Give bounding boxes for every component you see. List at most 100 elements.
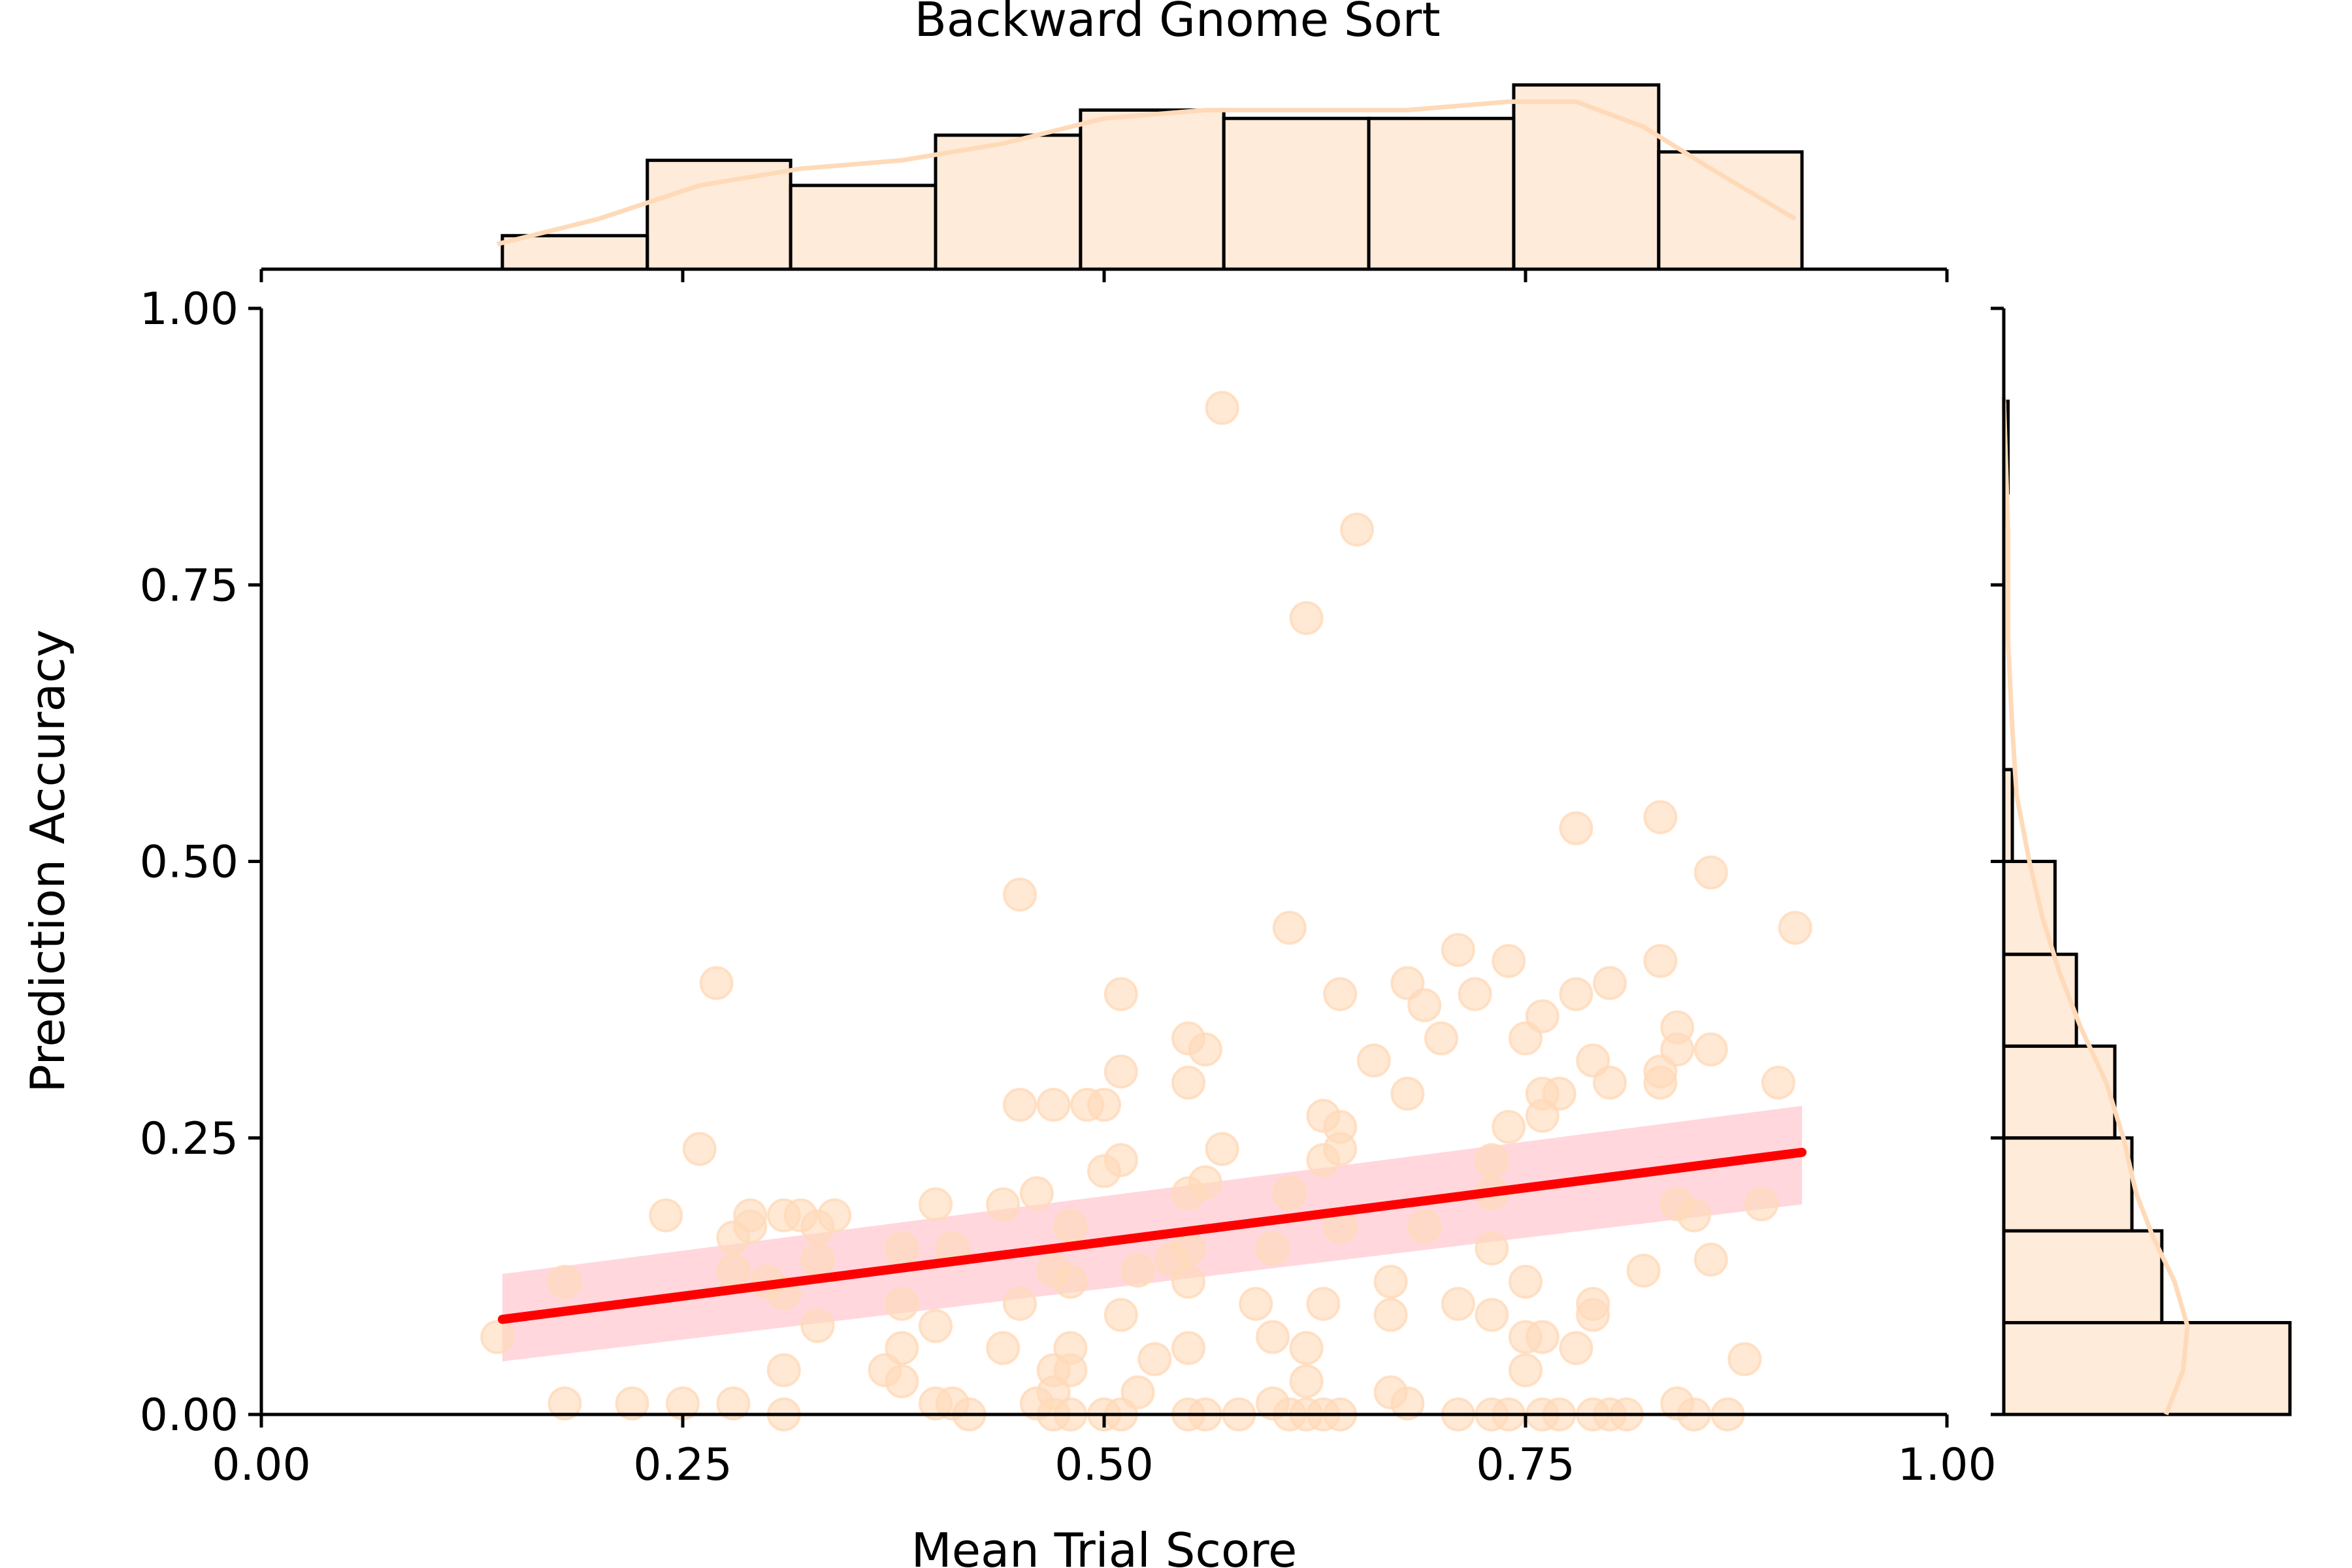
x-axis-ticks: 0.00 0.25 0.50 0.75 1.00 — [212, 1414, 1997, 1491]
scatter-point-87 — [1171, 1264, 1205, 1299]
scatter-point-3 — [1559, 811, 1593, 845]
scatter-point-94 — [885, 1286, 919, 1321]
x-axis-label: Mean Trial Score — [911, 1523, 1298, 1568]
scatter-point-108 — [1525, 1320, 1560, 1354]
scatter-point-53 — [1087, 1154, 1121, 1188]
scatter-point-104 — [919, 1309, 953, 1343]
scatter-point-2 — [1289, 601, 1324, 636]
right-hist-bar-1 — [2002, 1229, 2164, 1324]
scatter-point-15 — [1103, 977, 1138, 1011]
scatter-point-23 — [1188, 1032, 1222, 1067]
scatter-point-78 — [1256, 1232, 1290, 1266]
scatter-point-59 — [919, 1187, 953, 1222]
scatter-point-83 — [800, 1242, 835, 1277]
scatter-point-68 — [716, 1220, 751, 1255]
scatter-point-56 — [1272, 1176, 1307, 1211]
top-hist-bar-2 — [789, 184, 938, 271]
scatter-points — [480, 391, 1812, 1431]
scatter-point-35 — [1761, 1066, 1795, 1100]
x-tick-label-4: 1.00 — [1897, 1439, 1996, 1491]
chart-title: Backward Gnome Sort — [914, 0, 1440, 47]
scatter-point-90 — [1509, 1264, 1543, 1299]
scatter-point-24 — [1424, 1021, 1458, 1056]
scatter-point-149 — [1390, 1386, 1425, 1421]
top-hist-bar-1 — [645, 158, 792, 271]
x-tick-label-2: 0.50 — [1054, 1439, 1153, 1491]
scatter-point-55 — [1171, 1176, 1205, 1211]
top-marginal-histogram — [497, 83, 1804, 271]
scatter-point-5 — [1693, 855, 1728, 890]
scatter-plot-area: 0.00 0.25 0.50 0.75 1.00 0.00 0.25 0.50 0.75 1.0… — [140, 284, 1997, 1491]
scatter-point-25 — [1509, 1021, 1543, 1056]
scatter-point-46 — [1492, 1109, 1526, 1144]
scatter-point-32 — [1171, 1066, 1205, 1100]
scatter-point-109 — [480, 1320, 515, 1354]
scatter-point-42 — [1087, 1087, 1121, 1122]
scatter-point-100 — [1576, 1298, 1610, 1332]
scatter-point-1 — [1340, 512, 1374, 547]
scatter-point-111 — [986, 1331, 1021, 1365]
right-marginal-histogram — [2001, 397, 2292, 1416]
y-axis-label: Prediction Accuracy — [20, 629, 75, 1092]
y-tick-label-1: 0.25 — [140, 1113, 238, 1165]
x-tick-label-3: 0.75 — [1476, 1439, 1575, 1491]
scatter-point-8 — [1778, 911, 1812, 945]
y-tick-label-3: 0.75 — [140, 560, 238, 612]
scatter-point-12 — [699, 966, 734, 1000]
regression-line — [497, 1147, 1807, 1324]
scatter-point-52 — [1475, 1143, 1509, 1177]
scatter-point-75 — [885, 1232, 919, 1266]
scatter-point-28 — [1356, 1043, 1391, 1078]
top-hist-bar-5 — [1222, 116, 1371, 271]
top-hist-kde-curve — [497, 99, 1797, 246]
scatter-point-95 — [1003, 1286, 1037, 1321]
scatter-point-81 — [716, 1253, 751, 1288]
scatter-point-121 — [885, 1364, 919, 1399]
right-hist-bar-0 — [2002, 1320, 2292, 1416]
scatter-point-106 — [1256, 1320, 1290, 1354]
scatter-point-122 — [1289, 1364, 1324, 1399]
scatter-point-79 — [1475, 1232, 1509, 1266]
scatter-point-18 — [1458, 977, 1492, 1011]
scatter-point-96 — [1239, 1286, 1273, 1321]
scatter-point-69 — [1053, 1209, 1088, 1244]
top-hist-bar-7 — [1512, 83, 1661, 271]
scatter-point-11 — [1643, 943, 1678, 978]
scatter-point-31 — [1103, 1054, 1138, 1089]
scatter-point-27 — [1693, 1032, 1728, 1067]
scatter-point-116 — [1137, 1342, 1172, 1377]
scatter-point-129 — [615, 1386, 649, 1421]
y-axis-ticks: 0.00 0.25 0.50 0.75 1.00 — [140, 284, 261, 1441]
scatter-point-40 — [1036, 1087, 1071, 1122]
scatter-point-0 — [1205, 391, 1239, 425]
scatter-point-114 — [1289, 1331, 1324, 1365]
top-hist-bar-6 — [1367, 116, 1516, 271]
scatter-point-115 — [1559, 1331, 1593, 1365]
scatter-point-66 — [800, 1209, 835, 1244]
top-hist-bar-3 — [934, 133, 1083, 271]
scatter-point-9 — [1441, 932, 1475, 967]
scatter-point-61 — [649, 1198, 683, 1233]
scatter-point-92 — [547, 1264, 582, 1299]
scatter-point-98 — [1441, 1286, 1475, 1321]
scatter-point-19 — [1559, 977, 1593, 1011]
x-tick-label-0: 0.00 — [212, 1439, 310, 1491]
y-tick-label-0: 0.00 — [140, 1390, 238, 1441]
y-tick-label-2: 0.50 — [140, 837, 238, 889]
scatter-point-39 — [1003, 1087, 1037, 1122]
scatter-point-105 — [800, 1309, 835, 1343]
top-hist-ticks — [259, 269, 1949, 282]
scatter-point-60 — [986, 1187, 1021, 1222]
scatter-point-16 — [1323, 977, 1358, 1011]
scatter-point-80 — [1693, 1242, 1728, 1277]
scatter-point-4 — [1643, 800, 1678, 834]
scatter-point-6 — [1003, 877, 1037, 912]
scatter-point-36 — [1390, 1077, 1425, 1111]
scatter-point-47 — [682, 1132, 717, 1166]
scatter-point-102 — [1373, 1298, 1408, 1332]
scatter-point-74 — [1744, 1187, 1779, 1222]
scatter-point-113 — [1171, 1331, 1205, 1365]
scatter-point-123 — [1509, 1353, 1543, 1388]
scatter-point-86 — [1120, 1253, 1155, 1288]
